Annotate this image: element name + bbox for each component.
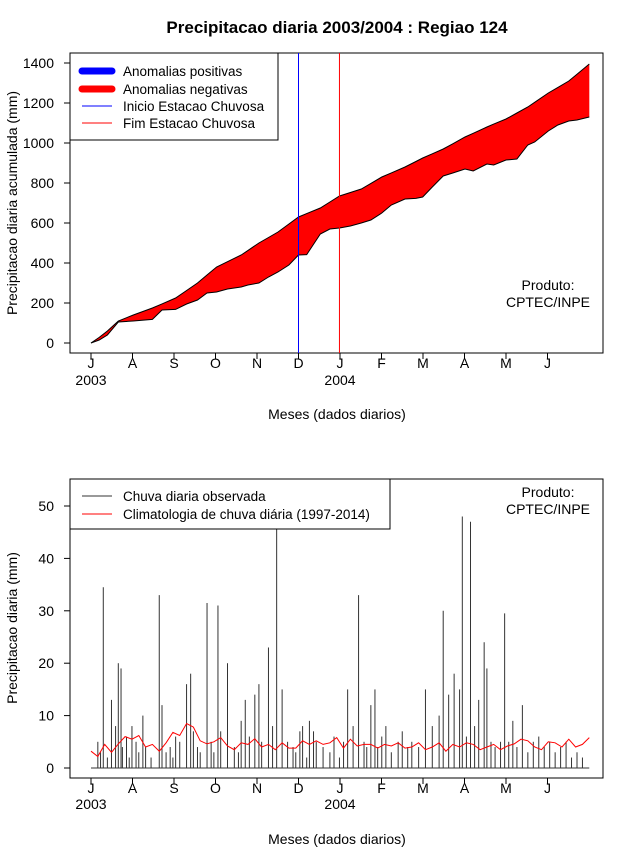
bottom-y-axis: 0 10 20 30 40 50 xyxy=(38,498,70,776)
rainy-season-lines xyxy=(298,53,340,353)
x-tick-label: O xyxy=(210,355,221,371)
y-tick-label: 50 xyxy=(38,498,54,514)
negative-anomaly-area xyxy=(91,64,590,343)
y-tick-label: 200 xyxy=(31,295,55,311)
climatology-line-group xyxy=(90,722,590,758)
x-tick-label: D xyxy=(293,355,303,371)
bottom-y-axis-label: Precipitacao diaria (mm) xyxy=(4,552,20,704)
x-tick-label: N xyxy=(252,355,262,371)
x-tick-label: J xyxy=(88,355,95,371)
x-tick-label: A xyxy=(128,355,138,371)
top-x-axis-label: Meses (dados diarios) xyxy=(268,406,406,422)
y-tick-label: 40 xyxy=(38,550,54,566)
x-tick-label: M xyxy=(500,355,512,371)
x-year-label: 2003 xyxy=(75,796,106,812)
legend-label-observed: Chuva diaria observada xyxy=(123,489,266,504)
legend-label-positive: Anomalias positivas xyxy=(123,64,243,79)
x-tick-label: A xyxy=(460,355,470,371)
y-tick-label: 400 xyxy=(31,255,55,271)
x-tick-label: A xyxy=(460,780,470,796)
x-tick-label: J xyxy=(544,780,551,796)
x-tick-label: D xyxy=(293,780,303,796)
bottom-legend: Chuva diaria observada Climatologia de c… xyxy=(69,478,391,530)
y-tick-label: 800 xyxy=(31,175,55,191)
y-tick-label: 600 xyxy=(31,215,55,231)
legend-label-climatology: Climatologia de chuva diária (1997-2014) xyxy=(123,507,370,522)
x-tick-label: M xyxy=(417,355,429,371)
x-tick-label: S xyxy=(169,355,178,371)
observed-rain-bars xyxy=(91,516,590,769)
x-tick-label: J xyxy=(337,780,344,796)
top-legend: Anomalias positivas Anomalias negativas … xyxy=(69,52,279,141)
y-tick-label: 20 xyxy=(38,655,54,671)
x-tick-label: A xyxy=(128,780,138,796)
x-year-label: 2004 xyxy=(324,372,355,388)
x-tick-label: J xyxy=(544,355,551,371)
top-plot-frame xyxy=(69,52,604,354)
climatology-line xyxy=(90,722,590,758)
legend-label-fim: Fim Estacao Chuvosa xyxy=(123,116,256,131)
top-product-source: CPTEC/INPE xyxy=(506,294,590,310)
climatology-cumulative-line xyxy=(90,63,590,344)
x-tick-label: O xyxy=(210,780,221,796)
anomaly-area-group xyxy=(90,63,590,344)
bottom-x-axis-label: Meses (dados diarios) xyxy=(268,831,406,847)
y-tick-label: 0 xyxy=(46,760,54,776)
bottom-legend-box xyxy=(69,478,391,530)
x-year-label: 2004 xyxy=(324,796,355,812)
x-tick-label: S xyxy=(169,780,178,796)
x-tick-label: F xyxy=(377,355,386,371)
top-y-axis-label: Precipitacao diaria acumulada (mm) xyxy=(4,91,20,315)
x-year-label: 2003 xyxy=(75,372,106,388)
x-tick-label: M xyxy=(500,780,512,796)
x-tick-label: J xyxy=(337,355,344,371)
bottom-product-source: CPTEC/INPE xyxy=(506,501,590,517)
y-tick-label: 10 xyxy=(38,708,54,724)
y-tick-label: 1400 xyxy=(23,55,54,71)
x-tick-label: F xyxy=(377,780,386,796)
y-tick-label: 1000 xyxy=(23,135,54,151)
legend-label-negative: Anomalias negativas xyxy=(123,82,248,97)
top-product-label: Produto: xyxy=(522,277,575,293)
bottom-product-label: Produto: xyxy=(522,484,575,500)
chart-title: Precipitacao diaria 2003/2004 : Regiao 1… xyxy=(166,18,508,37)
y-tick-label: 0 xyxy=(46,335,54,351)
x-tick-label: M xyxy=(417,780,429,796)
y-tick-label: 1200 xyxy=(23,95,54,111)
y-tick-label: 30 xyxy=(38,603,54,619)
x-tick-label: N xyxy=(252,780,262,796)
observed-cumulative-line xyxy=(90,116,590,344)
legend-label-inicio: Inicio Estacao Chuvosa xyxy=(123,99,265,114)
top-y-axis: 0 200 400 600 800 1000 1200 1400 xyxy=(23,55,70,351)
x-tick-label: J xyxy=(88,780,95,796)
